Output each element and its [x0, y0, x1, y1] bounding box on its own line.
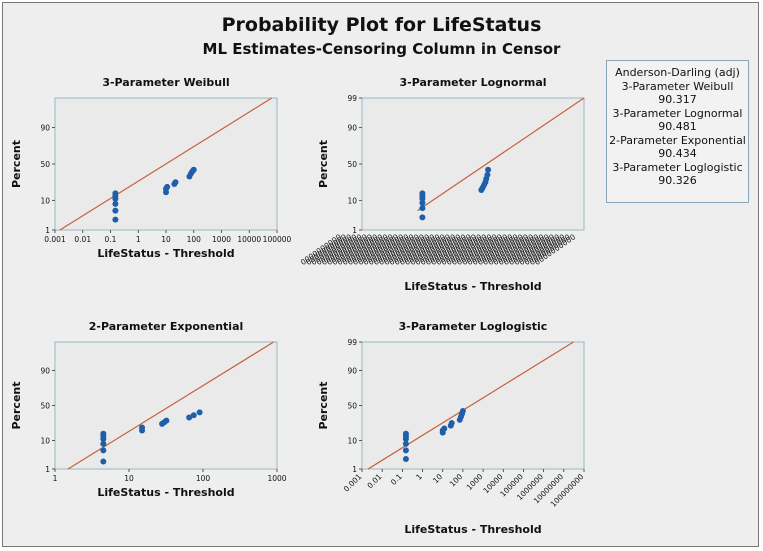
- y-axis-label: Percent: [317, 381, 330, 429]
- x-tick-label: 0.001: [342, 472, 364, 494]
- legend-entry-value: 90.481: [658, 120, 697, 133]
- plot-area: [361, 341, 585, 470]
- legend-entry-name: 3-Parameter Loglogistic: [612, 160, 743, 174]
- x-tick-label: 0.01: [74, 235, 91, 244]
- chart-subtitle: ML Estimates-Censoring Column in Censor: [202, 40, 561, 58]
- y-tick-label: 99: [347, 94, 357, 103]
- y-tick-label: 10: [347, 196, 357, 205]
- x-tick-label: 100000: [263, 235, 292, 244]
- legend-entry-value: 90.326: [658, 174, 697, 187]
- y-tick-label: 90: [40, 367, 50, 376]
- data-point: [196, 409, 203, 416]
- plot-area: [361, 97, 585, 231]
- x-tick-label: 0.1: [389, 472, 404, 487]
- chart-title: Probability Plot for LifeStatus: [221, 14, 542, 36]
- legend-entry-name: 3-Parameter Lognormal: [612, 106, 743, 120]
- x-tick-label: 100: [448, 472, 465, 489]
- legend-entry-name: 3-Parameter Weibull: [621, 79, 734, 93]
- plot-title: 3-Parameter Loglogistic: [399, 320, 548, 333]
- y-axis-label: Percent: [317, 140, 330, 188]
- legend-entry-value: 90.434: [658, 147, 697, 160]
- data-point: [485, 166, 492, 173]
- x-tick-label: 0.1: [105, 235, 117, 244]
- x-tick-label: 1: [53, 474, 58, 483]
- data-point: [190, 412, 197, 419]
- x-tick-label: 0.001: [44, 235, 66, 244]
- data-point: [139, 424, 146, 431]
- data-point: [419, 190, 426, 197]
- data-point: [164, 183, 171, 190]
- data-point: [163, 417, 170, 424]
- fit-line: [367, 341, 574, 470]
- data-point: [112, 200, 119, 207]
- legend-entry-value: 90.317: [658, 93, 697, 106]
- y-axis-label: Percent: [10, 140, 23, 188]
- data-point: [441, 425, 448, 432]
- y-tick-label: 50: [40, 402, 50, 411]
- data-point: [459, 408, 466, 415]
- data-point: [419, 199, 426, 206]
- data-point: [112, 207, 119, 214]
- data-point: [419, 205, 426, 212]
- x-axis-label: LifeStatus - Threshold: [404, 280, 541, 293]
- y-tick-label: 10: [40, 436, 50, 445]
- x-tick-label: 1000: [212, 235, 231, 244]
- y-tick-label: 90: [347, 124, 357, 133]
- y-tick-label: 50: [40, 160, 50, 169]
- x-tick-label: 10: [431, 472, 444, 485]
- y-tick-label: 10: [40, 196, 50, 205]
- x-tick-label: 1: [414, 472, 424, 482]
- y-tick-label: 10: [347, 436, 357, 445]
- y-tick-label: 1: [352, 226, 357, 235]
- data-point: [448, 420, 455, 427]
- plot-title: 3-Parameter Weibull: [102, 76, 229, 89]
- x-tick-label: 1000: [267, 474, 286, 483]
- data-point: [112, 216, 119, 223]
- fit-line: [59, 97, 273, 231]
- x-tick-label: 0.01: [365, 472, 383, 490]
- data-point: [186, 414, 193, 421]
- y-tick-label: 1: [45, 465, 50, 474]
- data-point: [172, 179, 179, 186]
- y-tick-label: 1: [352, 465, 357, 474]
- data-point: [484, 171, 491, 178]
- plot-title: 2-Parameter Exponential: [89, 320, 244, 333]
- data-point: [419, 214, 426, 221]
- data-point: [190, 166, 197, 173]
- x-tick-label: 10: [161, 235, 171, 244]
- fit-line: [417, 97, 585, 212]
- plot-title: 3-Parameter Lognormal: [399, 76, 546, 89]
- x-axis-label: LifeStatus - Threshold: [97, 247, 234, 260]
- x-axis-label: LifeStatus - Threshold: [97, 486, 234, 499]
- data-point: [100, 430, 107, 437]
- anderson-darling-legend: Anderson-Darling (adj) 3-Parameter Weibu…: [606, 60, 749, 203]
- y-tick-label: 90: [40, 124, 50, 133]
- x-tick-label: 10000: [237, 235, 261, 244]
- x-tick-label: 100: [196, 474, 211, 483]
- data-point: [100, 447, 107, 454]
- y-tick-label: 90: [347, 367, 357, 376]
- x-tick-label: 1: [136, 235, 141, 244]
- data-point: [402, 440, 409, 447]
- x-tick-label: 10: [124, 474, 134, 483]
- y-tick-label: 50: [347, 402, 357, 411]
- data-point: [100, 440, 107, 447]
- data-point: [100, 458, 107, 465]
- data-point: [402, 430, 409, 437]
- data-point: [112, 190, 119, 197]
- y-tick-label: 1: [45, 226, 50, 235]
- legend-header: Anderson-Darling (adj): [615, 66, 740, 79]
- y-axis-label: Percent: [10, 381, 23, 429]
- data-point: [402, 455, 409, 462]
- data-point: [402, 447, 409, 454]
- y-tick-label: 99: [347, 338, 357, 347]
- y-tick-label: 50: [347, 160, 357, 169]
- x-axis-label: LifeStatus - Threshold: [404, 523, 541, 536]
- legend-entry-name: 2-Parameter Exponential: [609, 133, 746, 147]
- x-tick-label: 100: [187, 235, 202, 244]
